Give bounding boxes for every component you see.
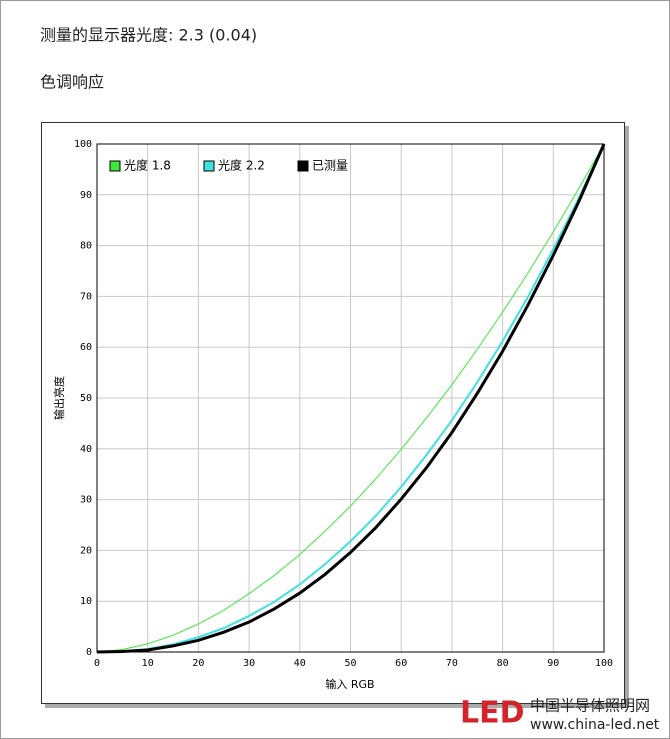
- series-line: [96, 143, 605, 653]
- legend-swatch: [109, 160, 121, 172]
- series-line: [96, 143, 605, 653]
- x-tick-label: 10: [142, 658, 154, 669]
- x-tick-label: 90: [547, 658, 559, 669]
- legend-swatch: [297, 160, 309, 172]
- legend-label: 光度 2.2: [218, 158, 265, 173]
- y-axis-label: 输出亮度: [52, 376, 66, 420]
- y-tick-label: 40: [80, 444, 92, 455]
- x-tick-label: 40: [294, 658, 306, 669]
- watermark-url: www.china-led.net: [530, 717, 660, 733]
- y-tick-label: 50: [80, 393, 92, 404]
- legend-swatch: [203, 160, 215, 172]
- y-tick-label: 30: [80, 495, 92, 506]
- x-tick-label: 80: [497, 658, 509, 669]
- title: 测量的显示器光度: 2.3 (0.04): [40, 26, 257, 45]
- x-tick-label: 60: [395, 658, 407, 669]
- y-tick-label: 100: [74, 139, 92, 150]
- y-tick-label: 20: [80, 545, 92, 556]
- y-tick-label: 70: [80, 291, 92, 302]
- y-tick-label: 80: [80, 241, 92, 252]
- y-tick-label: 90: [80, 190, 92, 201]
- x-tick-label: 0: [94, 658, 100, 669]
- x-tick-label: 30: [243, 658, 255, 669]
- x-tick-label: 50: [344, 658, 356, 669]
- section-title: 色调响应: [40, 73, 104, 92]
- x-tick-label: 20: [192, 658, 204, 669]
- series-line: [96, 143, 606, 654]
- watermark-logo: LED: [460, 696, 525, 731]
- watermark-name: 中国半导体照明网: [530, 697, 650, 715]
- plot-border: [96, 143, 605, 653]
- x-tick-label: 100: [595, 658, 613, 669]
- legend-label: 已测量: [312, 159, 348, 173]
- y-tick-label: 0: [86, 647, 92, 658]
- x-tick-label: 70: [446, 658, 458, 669]
- y-tick-label: 10: [80, 596, 92, 607]
- y-tick-label: 60: [80, 342, 92, 353]
- x-axis-label: 输入 RGB: [325, 677, 374, 691]
- legend-label: 光度 1.8: [124, 158, 171, 173]
